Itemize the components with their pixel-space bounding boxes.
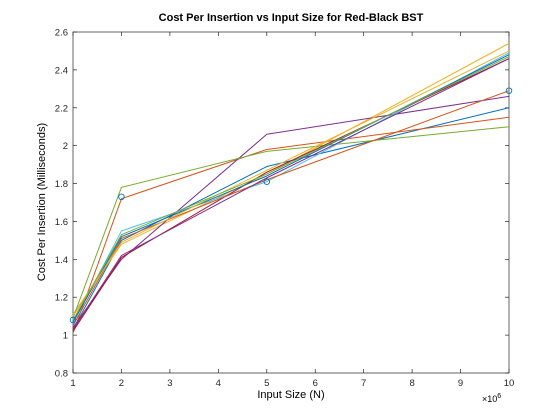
data-marker xyxy=(263,178,271,185)
data-marker xyxy=(118,193,125,201)
x-axis-multiplier: ×106 xyxy=(482,393,501,404)
y-axis-label: Cost Per Insertion (Milliseconds) xyxy=(36,122,48,282)
x-tick-label: 1 xyxy=(70,378,75,389)
x-axis-label: Input Size (N) xyxy=(257,389,325,401)
series-line-12 xyxy=(72,56,510,321)
x-tick-label: 2 xyxy=(119,378,124,389)
chart-title: Cost Per Insertion vs Input Size for Red… xyxy=(158,12,424,24)
data-marker xyxy=(69,316,77,324)
y-tick-label: 1.8 xyxy=(55,179,68,190)
data-marker xyxy=(505,87,513,94)
series-line-1 xyxy=(72,107,510,330)
y-tick-label: 2.4 xyxy=(55,65,68,76)
y-tick-label: 2.6 xyxy=(55,28,68,39)
y-tick-label: 1.4 xyxy=(55,255,68,266)
series-line-7 xyxy=(72,58,510,332)
series-line-3 xyxy=(72,42,510,315)
x-tick-label: 10 xyxy=(504,378,515,389)
x-tick-label: 6 xyxy=(313,378,318,389)
x-tick-label: 8 xyxy=(409,378,414,389)
y-tick-label: 2.2 xyxy=(55,103,68,114)
y-tick-label: 1 xyxy=(63,331,68,342)
series-line-2 xyxy=(72,116,510,334)
axes-box xyxy=(72,31,510,374)
x-tick-label: 5 xyxy=(264,378,269,389)
y-tick-label: 1.6 xyxy=(55,217,68,228)
x-tick-label: 4 xyxy=(216,378,221,389)
series-line-5 xyxy=(72,126,510,319)
series-line-10 xyxy=(72,50,510,317)
x-tick-label: 9 xyxy=(458,378,463,389)
x-tick-label: 3 xyxy=(167,378,172,389)
series-line-9 xyxy=(72,90,510,326)
x-tick-label: 7 xyxy=(361,378,366,389)
series-line-4 xyxy=(72,95,510,328)
y-tick-label: 1.2 xyxy=(55,293,68,304)
x-axis-multiplier-base: ×10 xyxy=(482,394,498,404)
x-axis-multiplier-exponent: 6 xyxy=(497,393,502,400)
series-line-6 xyxy=(72,52,510,324)
series-line-11 xyxy=(72,58,510,330)
y-tick-label: 0.8 xyxy=(55,369,68,380)
y-tick-label: 2 xyxy=(63,141,68,152)
series-line-8 xyxy=(72,54,510,323)
